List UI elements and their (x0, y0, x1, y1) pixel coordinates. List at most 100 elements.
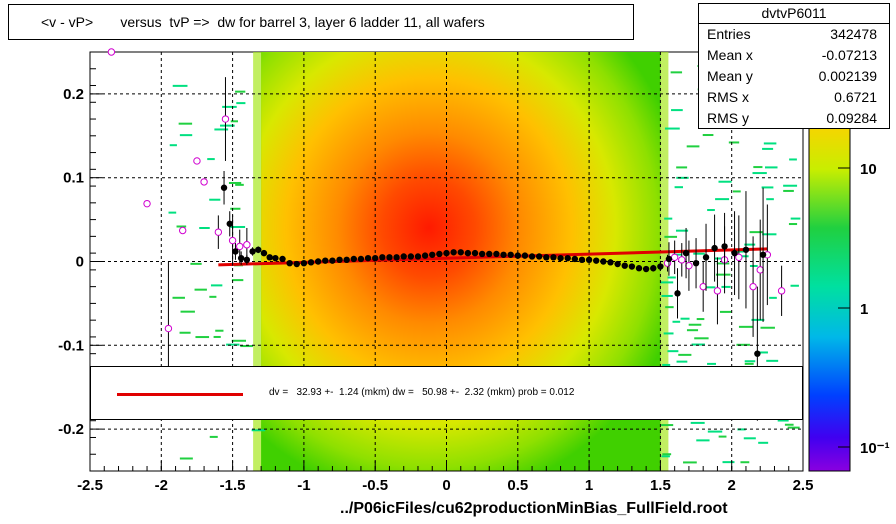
black-profile-point (731, 249, 738, 257)
heatmap-outlier-cell (702, 134, 714, 137)
heatmap-outlier-cell (231, 339, 246, 342)
heatmap-outlier-cell (766, 359, 779, 362)
heatmap-outlier-cell (787, 426, 800, 429)
x-tick-label: -1.5 (220, 477, 246, 494)
black-profile-point (293, 260, 300, 268)
heatmap-outlier-cell (762, 233, 777, 236)
heatmap-outlier-cell (691, 343, 705, 346)
open-profile-point (713, 287, 722, 295)
stats-row-rms-y: RMS y 0.09284 (699, 108, 889, 129)
heatmap-edge-left (253, 52, 262, 471)
heatmap-outlier-cell (230, 120, 238, 123)
open-profile-point (143, 199, 151, 208)
heatmap-outlier-cell (190, 262, 202, 265)
heatmap-outlier-cell (220, 124, 235, 127)
heatmap-outlier-cell (670, 71, 683, 74)
heatmap-outlier-cell (769, 296, 777, 299)
black-profile-point (564, 254, 571, 262)
open-profile-point (243, 241, 251, 249)
stats-box: dvtvP6011 Entries 342478 Mean x -0.07213 M… (698, 3, 890, 129)
heatmap-outlier-cell (764, 166, 778, 169)
black-profile-point (614, 260, 621, 268)
open-profile-point (193, 157, 201, 165)
black-profile-point (237, 254, 245, 262)
heatmap-outlier-cell (230, 207, 241, 210)
black-profile-point (593, 257, 600, 264)
x-axis: -2.5 -2 -1.5 -1 -0.5 0 0.5 1 1.5 2 2.5 (77, 461, 813, 494)
heatmap-outlier-cell (751, 318, 765, 321)
x-tick-label: -1 (297, 477, 310, 494)
heatmap-outlier-cell (667, 276, 676, 279)
open-profile-point (228, 236, 237, 245)
black-profile-point (243, 256, 251, 264)
black-profile-point (486, 250, 493, 258)
heatmap-outlier-cell (790, 284, 799, 287)
heatmap-outlier-cell (707, 362, 717, 365)
heatmap-outlier-cell (760, 326, 775, 329)
heatmap-outlier-cell (784, 423, 794, 426)
heatmap-outlier-cell (674, 186, 684, 189)
heatmap-outlier-cell (240, 345, 253, 348)
heatmap-outlier-cell (716, 262, 730, 265)
heatmap-outlier-cell (207, 158, 215, 161)
black-profile-point (521, 252, 529, 259)
heatmap-outlier-cell (777, 419, 789, 422)
heatmap-outlier-cell (704, 286, 716, 289)
heatmap-outlier-cell (728, 141, 740, 144)
heatmap-outlier-cell (179, 134, 193, 137)
heatmap-outlier-cell (236, 102, 246, 105)
heatmap-outlier-cell (743, 437, 756, 440)
heatmap-outlier-cell (235, 183, 244, 186)
stats-row-mean-x: Mean x -0.07213 (699, 45, 889, 66)
black-profile-point (578, 256, 586, 264)
heatmap-outlier-cell (686, 329, 699, 332)
heatmap-outlier-cell (209, 295, 217, 298)
heatmap-outlier-cell (686, 145, 700, 148)
y-tick-label: 0.2 (63, 86, 84, 103)
black-profile-point (279, 255, 286, 263)
heatmap-outlier-cell (676, 176, 689, 179)
black-profile-point (286, 259, 293, 267)
black-profile-point (329, 257, 336, 264)
stats-value: 0.002139 (818, 68, 877, 84)
colorbar-tick-label: 10⁻¹ (860, 440, 890, 457)
heatmap-outlier-cell (731, 250, 744, 253)
x-tick-label: 1 (585, 477, 593, 494)
heatmap-outlier-cell (230, 225, 246, 228)
heatmap-outlier-cell (762, 147, 774, 150)
black-profile-point (721, 243, 728, 250)
black-profile-point (400, 253, 407, 260)
heatmap-outlier-cell (664, 235, 678, 238)
black-profile-point (300, 259, 308, 267)
black-profile-point (628, 263, 636, 270)
heatmap-outlier-cell (744, 362, 754, 365)
heatmap-outlier-cell (707, 430, 723, 433)
open-profile-point (756, 266, 764, 274)
heatmap-outlier-cell (766, 198, 774, 201)
black-profile-point (702, 254, 710, 261)
heatmap-outlier-cell (178, 122, 193, 125)
legend-text: dv = 32.93 +- 1.24 (mkm) dw = 50.98 +- 2… (269, 387, 575, 398)
black-profile-point (322, 257, 329, 264)
heatmap-outlier-cell (680, 317, 690, 320)
black-profile-point (464, 249, 472, 257)
heatmap-outlier-cell (693, 252, 705, 255)
heatmap-outlier-cell (789, 158, 797, 161)
heatmap-outlier-cell (761, 186, 774, 189)
open-profile-point (749, 282, 757, 291)
heatmap-outlier-cell (251, 429, 266, 432)
heatmap-outlier-cell (694, 337, 709, 340)
open-profile-point (164, 324, 173, 333)
black-profile-point (421, 252, 429, 259)
black-profile-point (350, 255, 358, 263)
y-tick-label: -0.1 (58, 337, 84, 354)
black-profile-point (674, 290, 681, 297)
heatmap-outlier-cell (661, 294, 673, 297)
heatmap-outlier-cell (168, 211, 177, 214)
heatmap-outlier-cell (676, 166, 688, 169)
black-profile-point (249, 248, 256, 255)
heatmap-outlier-cell (662, 363, 671, 366)
x-tick-label: 2 (728, 477, 736, 494)
black-profile-point (657, 263, 664, 270)
open-profile-point (107, 48, 116, 56)
